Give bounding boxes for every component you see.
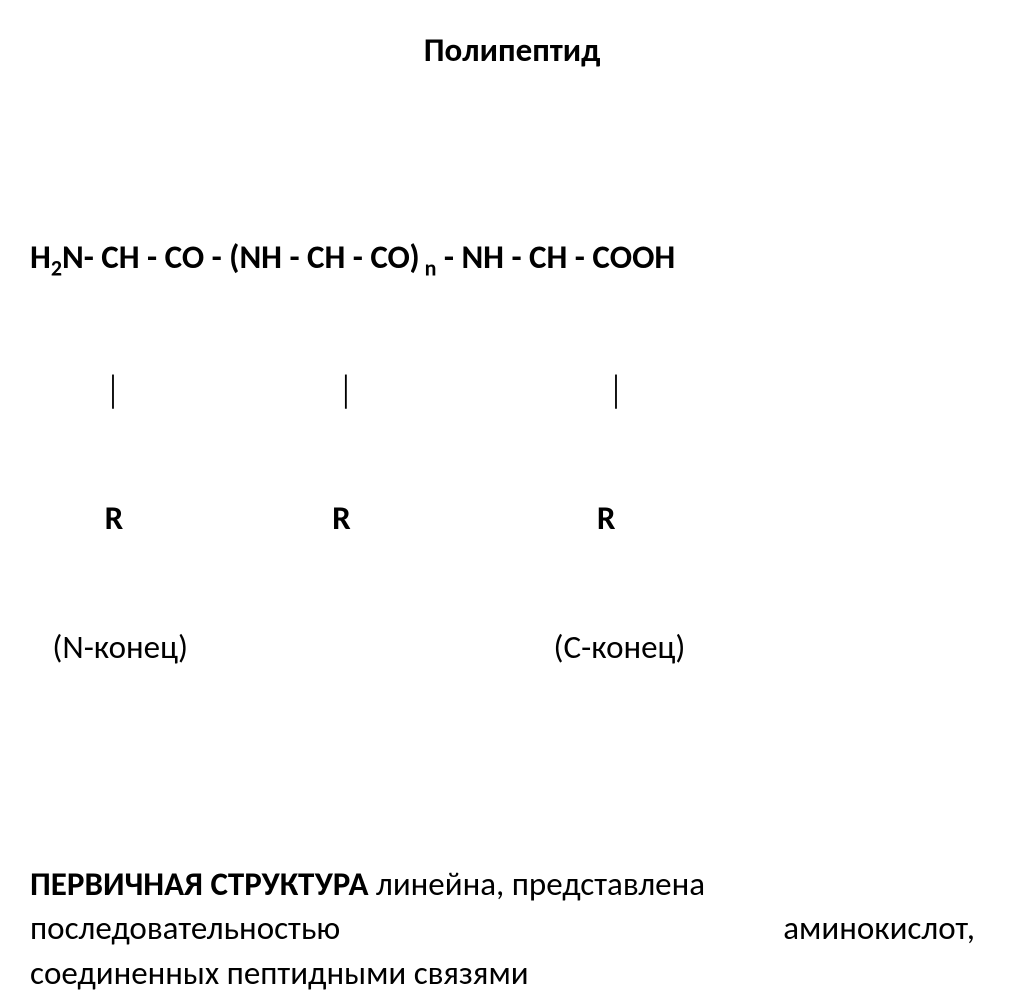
formula-part2: - NH - CH - СООН	[436, 237, 675, 277]
description-line1: ПЕРВИЧНАЯ СТРУКТУРА линейна, представлен…	[30, 862, 994, 907]
description-line2-right: аминокислот,	[783, 906, 975, 951]
formula-ends-line: (N-конец) (C-конец)	[30, 626, 994, 669]
description-line2: последовательностью аминокислот,	[30, 906, 975, 951]
page-title: Полипептид	[30, 30, 994, 70]
formula-part1: N- CH - CO - (NH - CH - CO)	[62, 237, 420, 277]
description: ПЕРВИЧНАЯ СТРУКТУРА линейна, представлен…	[30, 862, 994, 996]
description-line2-left: последовательностью	[30, 906, 340, 951]
formula-prefix: H	[30, 237, 51, 277]
formula-subscript-1: 2	[51, 254, 62, 281]
formula-subscript-2: n	[420, 254, 437, 281]
description-bold-label: ПЕРВИЧНАЯ СТРУКТУРА	[30, 864, 369, 904]
formula-main-line: H2N- CH - CO - (NH - CH - CO) n - NH - C…	[30, 236, 994, 283]
formula-bonds-line: │ │ │	[30, 369, 994, 412]
description-line3: соединенных пептидными связями	[30, 951, 994, 996]
formula-r-line: R R R	[30, 497, 994, 540]
description-line1-rest: линейна, представлена	[369, 864, 706, 904]
chemical-formula: H2N- CH - CO - (NH - CH - CO) n - NH - C…	[30, 150, 994, 712]
